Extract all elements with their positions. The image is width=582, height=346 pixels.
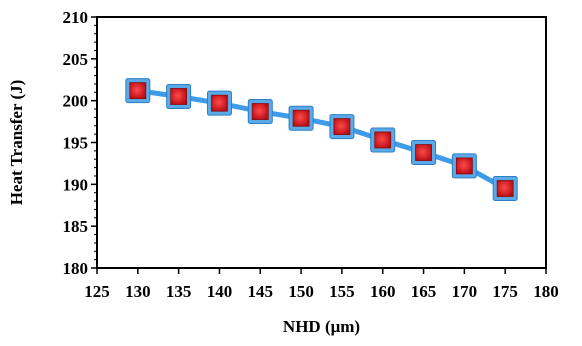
series-group <box>125 78 518 202</box>
y-tick-label: 195 <box>63 134 89 153</box>
x-tick-label: 135 <box>166 282 192 301</box>
data-point-marker <box>166 83 192 109</box>
data-point-marker <box>329 114 355 140</box>
x-tick-label: 170 <box>452 282 478 301</box>
y-tick-label: 205 <box>63 50 89 69</box>
data-point-marker <box>206 90 232 116</box>
x-tick-label: 155 <box>329 282 355 301</box>
data-point-marker <box>370 127 396 153</box>
plot-frame <box>96 16 547 269</box>
y-tick-label: 210 <box>63 8 89 27</box>
data-point-marker <box>247 99 273 125</box>
x-axis-ticks: 125 130 135 140 145 150 155 160 165 170 175 180 <box>84 268 559 301</box>
y-tick-label: 190 <box>63 175 89 194</box>
data-point-marker <box>411 140 437 166</box>
y-tick-label: 180 <box>63 259 89 278</box>
data-point-marker <box>288 105 314 131</box>
x-axis-title: NHD (μm) <box>283 317 360 336</box>
x-tick-label: 175 <box>492 282 518 301</box>
x-tick-label: 150 <box>288 282 314 301</box>
y-axis-title: Heat Transfer (J) <box>7 80 26 206</box>
x-tick-label: 180 <box>533 282 559 301</box>
y-axis-ticks: 180 185 190 195 200 205 210 <box>63 8 97 278</box>
x-tick-label: 145 <box>248 282 274 301</box>
x-tick-label: 160 <box>370 282 396 301</box>
x-tick-label: 165 <box>411 282 437 301</box>
series-line <box>137 88 507 191</box>
x-tick-label: 140 <box>207 282 233 301</box>
y-tick-label: 185 <box>63 217 89 236</box>
data-point-marker <box>451 153 477 179</box>
data-point-marker <box>125 78 151 104</box>
y-tick-label: 200 <box>63 92 89 111</box>
data-point-marker <box>492 176 518 202</box>
x-tick-label: 130 <box>125 282 151 301</box>
x-tick-label: 125 <box>84 282 110 301</box>
